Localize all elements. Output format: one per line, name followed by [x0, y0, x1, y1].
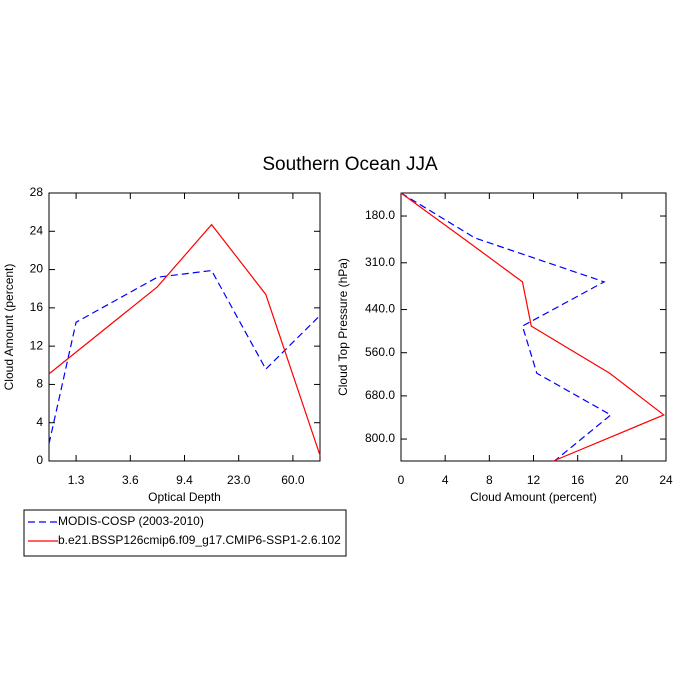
y-tick-label: 4 — [36, 415, 43, 429]
series-line — [400, 192, 612, 462]
y-axis-label: Cloud Amount (percent) — [2, 264, 16, 391]
x-tick-label: 24 — [659, 473, 673, 487]
x-tick-label: 20 — [615, 473, 629, 487]
x-tick-label: 60.0 — [281, 473, 305, 487]
series-line — [48, 269, 321, 444]
y-tick-label: 12 — [30, 338, 44, 352]
x-tick-label: 23.0 — [227, 473, 251, 487]
x-tick-label: 0 — [398, 473, 405, 487]
y-axis-label: Cloud Top Pressure (hPa) — [336, 258, 350, 396]
y-tick-label: 800.0 — [365, 431, 395, 445]
y-tick-label: 560.0 — [365, 345, 395, 359]
y-tick-label: 440.0 — [365, 302, 395, 316]
x-tick-label: 9.4 — [176, 473, 193, 487]
y-tick-label: 680.0 — [365, 388, 395, 402]
x-tick-label: 4 — [442, 473, 449, 487]
legend-label: MODIS-COSP (2003-2010) — [58, 514, 204, 528]
y-tick-label: 8 — [36, 377, 43, 391]
series-line — [48, 223, 321, 456]
x-axis-label: Optical Depth — [148, 490, 221, 504]
chart-title: Southern Ocean JJA — [262, 154, 438, 175]
y-tick-label: 310.0 — [365, 255, 395, 269]
x-tick-label: 3.6 — [122, 473, 139, 487]
x-tick-label: 16 — [571, 473, 585, 487]
plot-frame — [48, 192, 321, 462]
y-tick-label: 180.0 — [365, 208, 395, 222]
x-tick-label: 8 — [486, 473, 493, 487]
x-tick-label: 12 — [527, 473, 541, 487]
legend-label: b.e21.BSSP126cmip6.f09_g17.CMIP6-SSP1-2.… — [58, 533, 341, 547]
series-line — [400, 192, 665, 462]
y-tick-label: 20 — [30, 262, 44, 276]
x-tick-label: 1.3 — [68, 473, 85, 487]
y-tick-label: 16 — [30, 300, 44, 314]
y-tick-label: 0 — [36, 453, 43, 467]
y-tick-label: 24 — [30, 223, 44, 237]
x-axis-label: Cloud Amount (percent) — [470, 490, 597, 504]
y-tick-label: 28 — [30, 185, 44, 199]
legend-box — [23, 509, 347, 557]
